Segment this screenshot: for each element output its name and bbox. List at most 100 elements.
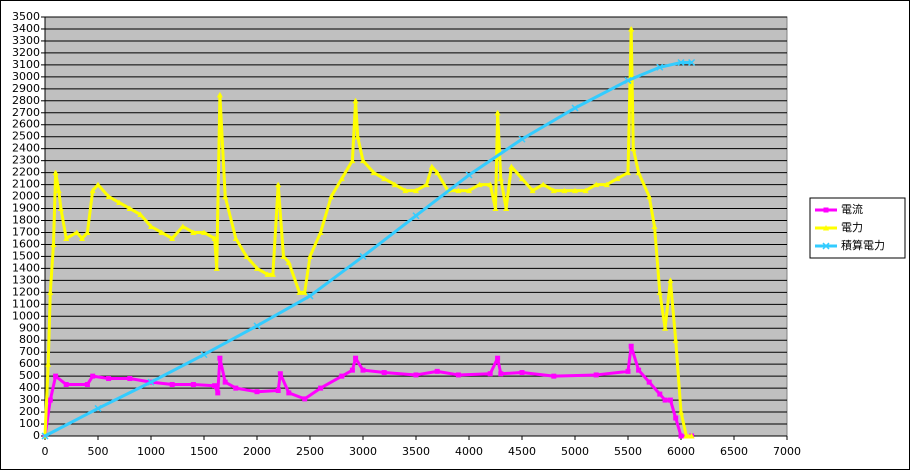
x-tick-label: 1000 (137, 445, 165, 458)
data-point (338, 175, 345, 182)
data-point (614, 175, 621, 182)
y-tick-label: 1800 (12, 214, 40, 227)
data-point (73, 229, 80, 235)
y-tick-label: 1200 (12, 285, 40, 298)
data-point (662, 325, 669, 331)
data-point (381, 175, 388, 182)
y-tick-label: 0 (33, 429, 40, 442)
data-point (50, 241, 57, 247)
data-point (651, 223, 658, 229)
data-point (540, 181, 547, 188)
data-point (492, 205, 499, 212)
x-tick-label: 2500 (296, 445, 324, 458)
data-point (455, 372, 461, 378)
y-tick-label: 1700 (12, 225, 40, 238)
data-point (508, 163, 515, 170)
data-point (688, 433, 695, 439)
data-point (169, 235, 176, 241)
data-point (487, 371, 493, 377)
x-tick-label: 6500 (720, 445, 748, 458)
data-point (216, 91, 223, 98)
data-point (688, 58, 696, 67)
data-point (551, 373, 557, 379)
data-point (147, 378, 155, 386)
x-tick-label: 7000 (773, 445, 801, 458)
data-point (306, 292, 314, 300)
data-point (519, 175, 525, 182)
y-tick-label: 3000 (12, 70, 40, 83)
data-point (53, 373, 59, 379)
data-point (233, 385, 239, 391)
data-point (89, 187, 96, 194)
plot-area (44, 16, 788, 437)
data-point (106, 376, 112, 382)
y-tick-label: 3500 (12, 10, 40, 23)
data-point (677, 58, 685, 67)
data-point (360, 157, 366, 164)
data-point (354, 133, 361, 140)
data-point (222, 193, 229, 200)
y-tick-label: 1600 (12, 237, 40, 250)
y-tick-label: 800 (19, 333, 40, 346)
data-point (277, 371, 283, 377)
data-point (413, 372, 419, 378)
y-tick-label: 2000 (12, 190, 40, 203)
y-tick-label: 2400 (12, 142, 40, 155)
data-point (455, 187, 462, 194)
y-tick-label: 2500 (12, 130, 40, 143)
data-point (465, 171, 473, 179)
y-tick-label: 1900 (12, 202, 40, 215)
data-point (466, 187, 472, 194)
data-point (667, 397, 673, 403)
x-tick-label: 1500 (190, 445, 218, 458)
y-tick-label: 2800 (12, 94, 40, 107)
y-tick-label: 2700 (12, 106, 40, 119)
x-tick-label: 0 (42, 445, 49, 458)
data-point (628, 25, 635, 32)
data-point (673, 415, 679, 421)
y-tick-label: 500 (19, 369, 40, 382)
data-point (625, 169, 631, 176)
data-point (662, 397, 668, 403)
data-point (571, 104, 579, 112)
data-point (63, 382, 69, 388)
data-point (45, 361, 52, 367)
legend-marker (823, 225, 829, 231)
data-point (232, 235, 239, 241)
data-point (41, 432, 49, 440)
y-tick-label: 2600 (12, 118, 40, 131)
legend-marker (822, 242, 830, 250)
data-point (275, 181, 282, 188)
data-point (349, 367, 355, 373)
y-tick-label: 3400 (12, 22, 40, 35)
legend-label: 積算電力 (841, 238, 885, 252)
data-point (215, 390, 221, 396)
x-tick-label: 4000 (455, 445, 483, 458)
data-point (84, 229, 91, 235)
data-point (683, 433, 690, 439)
data-point (503, 205, 510, 212)
data-point (413, 187, 419, 194)
data-point (672, 337, 679, 343)
y-tick-label: 1500 (12, 249, 40, 262)
data-point (434, 368, 440, 374)
data-point (254, 389, 260, 395)
data-point (593, 372, 599, 378)
data-point (628, 343, 634, 349)
data-point (286, 390, 292, 396)
data-point (603, 181, 610, 188)
data-point (349, 157, 356, 164)
data-point (243, 253, 250, 259)
data-point (381, 370, 387, 376)
data-point (212, 383, 218, 389)
data-point (116, 199, 123, 206)
legend-label: 電力 (841, 221, 863, 234)
data-point (302, 396, 308, 402)
data-point (625, 368, 631, 374)
data-point (391, 181, 398, 188)
data-point (52, 169, 59, 176)
data-point (285, 259, 292, 265)
x-tick-label: 3500 (402, 445, 430, 458)
